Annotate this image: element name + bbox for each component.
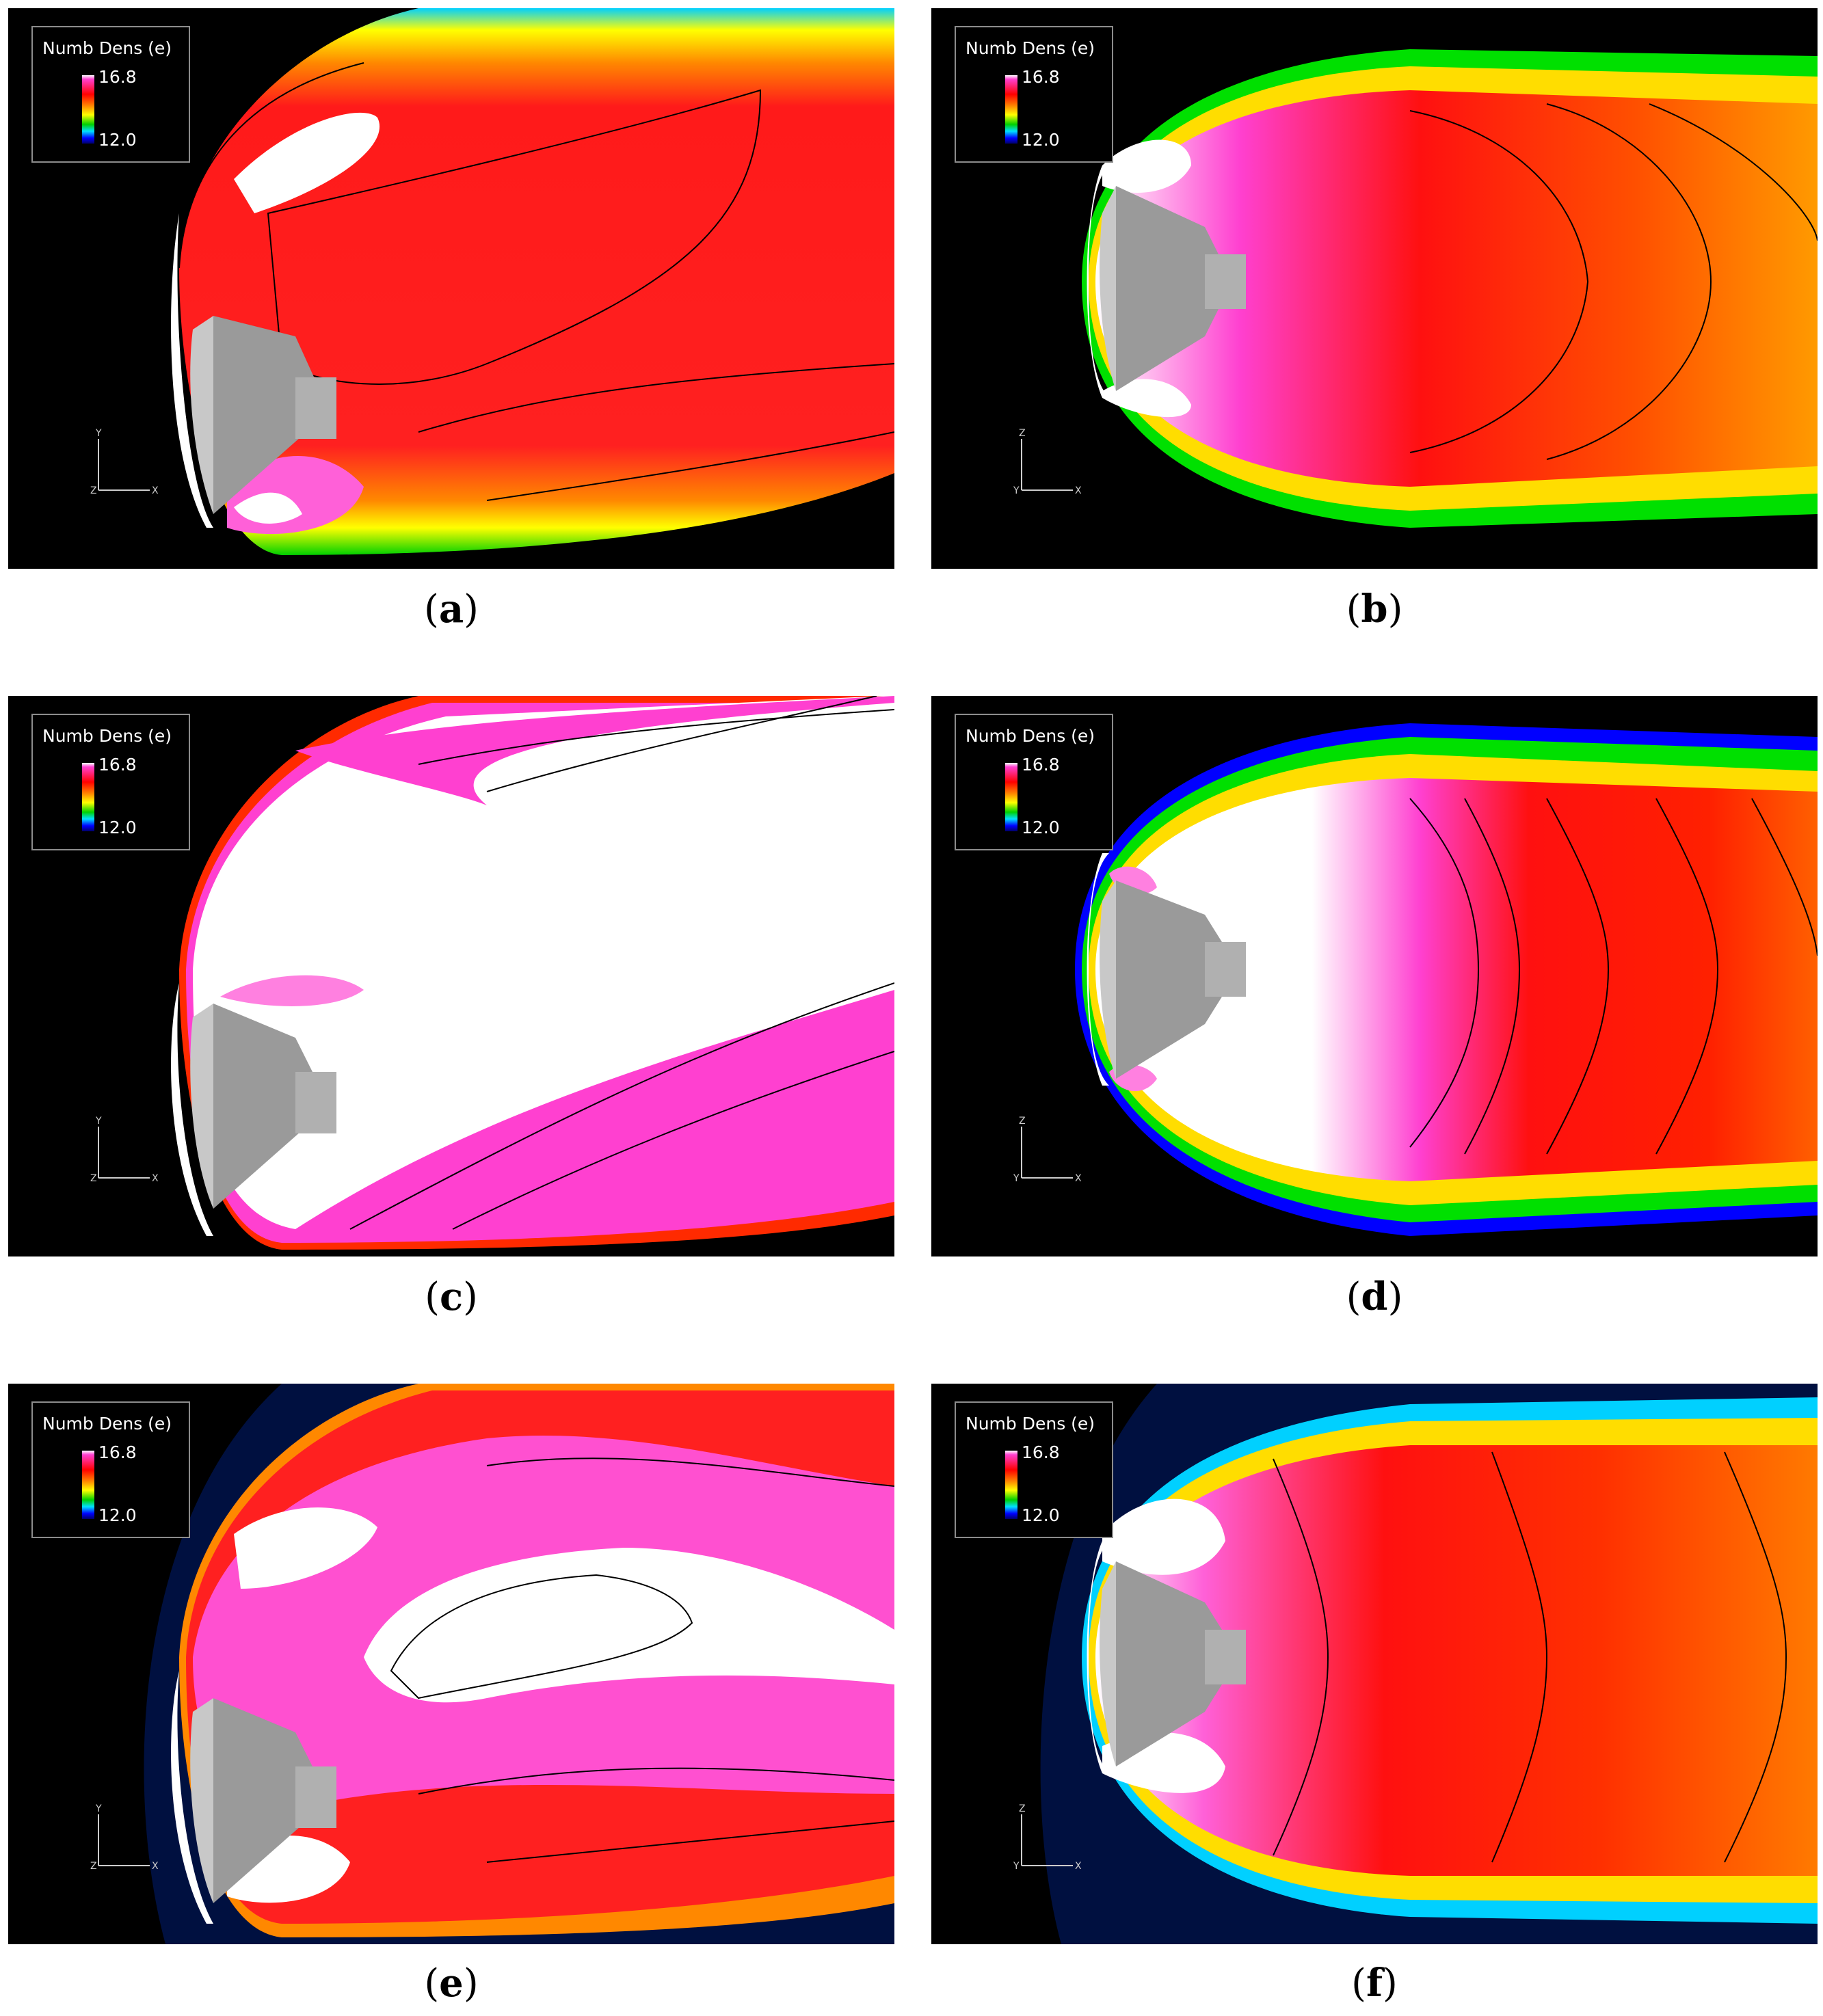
axis-right-label: X	[1075, 1861, 1082, 1872]
caption-d: (d)	[1346, 1274, 1403, 1319]
axis-up-label: Z	[1019, 1116, 1026, 1127]
caption-b: (b)	[1346, 587, 1403, 632]
legend-title: Numb Dens (e)	[42, 726, 172, 746]
axis-right-label: X	[152, 485, 159, 496]
legend-max-label: 16.8	[1022, 755, 1060, 775]
caption-f: (f)	[1351, 1961, 1398, 2006]
legend-title: Numb Dens (e)	[42, 1414, 172, 1434]
axis-triad-icon: Z X Y	[1013, 1803, 1082, 1872]
axis-triad-icon: Y X Z	[90, 428, 159, 496]
colorbar-legend: Numb Dens (e) 16.8 12.0	[31, 1401, 190, 1538]
legend-min-label: 12.0	[1022, 130, 1060, 150]
colorbar-legend: Numb Dens (e) 16.8 12.0	[31, 26, 190, 163]
axis-origin-label: Y	[1013, 1861, 1020, 1872]
legend-max-label: 16.8	[1022, 1442, 1060, 1462]
legend-title: Numb Dens (e)	[966, 38, 1095, 58]
legend-max-label: 16.8	[1022, 67, 1060, 87]
contour-field	[1082, 49, 1818, 528]
panel-a: Numb Dens (e) 16.8 12.0 Y X Z	[8, 8, 894, 569]
axis-triad-icon: Z X Y	[1013, 428, 1082, 496]
axis-triad-icon: Y X Z	[90, 1116, 159, 1184]
colorbar-legend: Numb Dens (e) 16.8 12.0	[955, 714, 1113, 850]
contour-field	[1075, 723, 1818, 1236]
caption-c: (c)	[425, 1274, 478, 1319]
axis-up-label: Y	[95, 1116, 102, 1127]
colorbar	[1005, 1451, 1017, 1519]
legend-title: Numb Dens (e)	[42, 38, 172, 58]
axis-origin-label: Z	[90, 1173, 97, 1184]
colorbar	[82, 763, 94, 831]
panel-b: Numb Dens (e) 16.8 12.0 Z X Y	[931, 8, 1818, 569]
contour-field	[144, 1384, 894, 1944]
axis-up-label: Z	[1019, 1803, 1026, 1814]
axis-up-label: Y	[95, 428, 102, 439]
legend-max-label: 16.8	[98, 755, 137, 775]
axis-origin-label: Z	[90, 485, 97, 496]
colorbar-legend: Numb Dens (e) 16.8 12.0	[31, 714, 190, 850]
colorbar	[82, 1451, 94, 1519]
axis-origin-label: Y	[1013, 1173, 1020, 1184]
colorbar-legend: Numb Dens (e) 16.8 12.0	[955, 1401, 1113, 1538]
legend-max-label: 16.8	[98, 67, 137, 87]
legend-min-label: 12.0	[98, 130, 137, 150]
legend-title: Numb Dens (e)	[966, 1414, 1095, 1434]
axis-triad-icon: Y X Z	[90, 1803, 159, 1872]
legend-min-label: 12.0	[98, 1505, 137, 1525]
caption-e: (e)	[424, 1961, 479, 2006]
contour-field	[171, 696, 894, 1250]
contour-field	[171, 8, 894, 555]
legend-min-label: 12.0	[1022, 818, 1060, 837]
axis-triad-icon: Z X Y	[1013, 1116, 1082, 1184]
colorbar	[1005, 75, 1017, 144]
axis-origin-label: Z	[90, 1861, 97, 1872]
panel-e: Numb Dens (e) 16.8 12.0 Y X Z	[8, 1384, 894, 1944]
legend-max-label: 16.8	[98, 1442, 137, 1462]
caption-a: (a)	[423, 587, 479, 632]
panel-c: Numb Dens (e) 16.8 12.0 Y X Z	[8, 696, 894, 1256]
panel-f: Numb Dens (e) 16.8 12.0 Z X Y	[931, 1384, 1818, 1944]
legend-min-label: 12.0	[98, 818, 137, 837]
legend-title: Numb Dens (e)	[966, 726, 1095, 746]
axis-up-label: Y	[95, 1803, 102, 1814]
axis-origin-label: Y	[1013, 485, 1020, 496]
axis-right-label: X	[1075, 1173, 1082, 1184]
colorbar	[1005, 763, 1017, 831]
axis-right-label: X	[152, 1173, 159, 1184]
contour-field	[1040, 1384, 1818, 1944]
colorbar-legend: Numb Dens (e) 16.8 12.0	[955, 26, 1113, 163]
axis-right-label: X	[1075, 485, 1082, 496]
legend-min-label: 12.0	[1022, 1505, 1060, 1525]
axis-up-label: Z	[1019, 428, 1026, 439]
axis-right-label: X	[152, 1861, 159, 1872]
colorbar	[82, 75, 94, 144]
panel-d: Numb Dens (e) 16.8 12.0 Z X Y	[931, 696, 1818, 1256]
